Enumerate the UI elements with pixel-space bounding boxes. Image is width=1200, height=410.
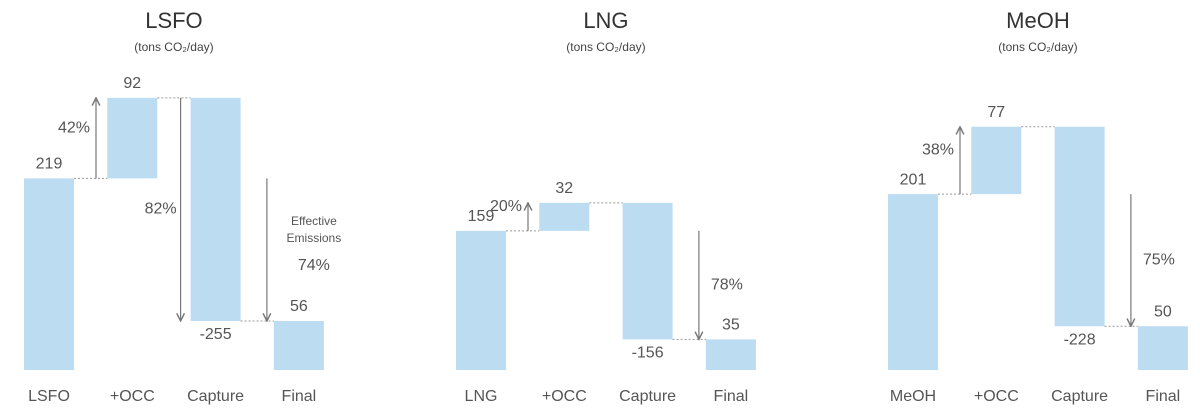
bar: [622, 202, 673, 340]
percent-label: 82%: [145, 201, 177, 218]
value-label: -156: [632, 345, 664, 362]
x-tick-label: Capture: [1051, 388, 1108, 405]
chart-title: MeOH: [1006, 8, 1070, 33]
chart-subtitle: (tons CO₂/day): [566, 40, 645, 54]
x-tick-label: LSFO: [28, 388, 70, 405]
x-tick-label: Final: [714, 388, 749, 405]
chart-subtitle: (tons CO₂/day): [998, 40, 1077, 54]
bar: [971, 126, 1022, 195]
value-label: -228: [1064, 331, 1096, 348]
value-label: 56: [290, 298, 308, 315]
bar: [107, 97, 158, 179]
value-label: 77: [987, 104, 1005, 121]
x-tick-label: Capture: [619, 388, 676, 405]
bar: [705, 339, 756, 370]
bar: [190, 97, 241, 321]
bar: [1054, 126, 1105, 327]
bar: [888, 194, 938, 370]
chart-title: LNG: [583, 8, 628, 33]
percent-label: 42%: [58, 119, 90, 136]
percent-label: 75%: [1143, 251, 1175, 268]
value-label: 201: [900, 171, 927, 188]
bar: [273, 321, 324, 370]
x-tick-label: MeOH: [890, 388, 936, 405]
value-label: 35: [722, 317, 740, 334]
x-tick-label: Final: [282, 388, 317, 405]
value-label: 219: [36, 156, 63, 173]
bar: [24, 178, 74, 370]
value-label: 92: [123, 75, 141, 92]
percent-label: 38%: [922, 142, 954, 159]
percent-label: 78%: [711, 276, 743, 293]
value-label: -255: [200, 326, 232, 343]
value-label: 159: [468, 208, 495, 225]
bar: [456, 230, 506, 370]
percent-label: 20%: [490, 198, 522, 215]
percent-label: 74%: [298, 257, 330, 274]
annotation: Effective: [291, 214, 337, 228]
x-tick-label: +OCC: [542, 388, 587, 405]
x-tick-label: LNG: [465, 388, 498, 405]
bar: [1137, 326, 1188, 370]
bar: [539, 202, 590, 231]
chart-title: LSFO: [145, 8, 202, 33]
x-tick-label: Final: [1146, 388, 1181, 405]
x-tick-label: +OCC: [110, 388, 155, 405]
x-tick-label: +OCC: [974, 388, 1019, 405]
value-label: 50: [1154, 303, 1172, 320]
value-label: 32: [555, 180, 573, 197]
chart-subtitle: (tons CO₂/day): [134, 40, 213, 54]
annotation: Emissions: [287, 231, 342, 245]
x-tick-label: Capture: [187, 388, 244, 405]
